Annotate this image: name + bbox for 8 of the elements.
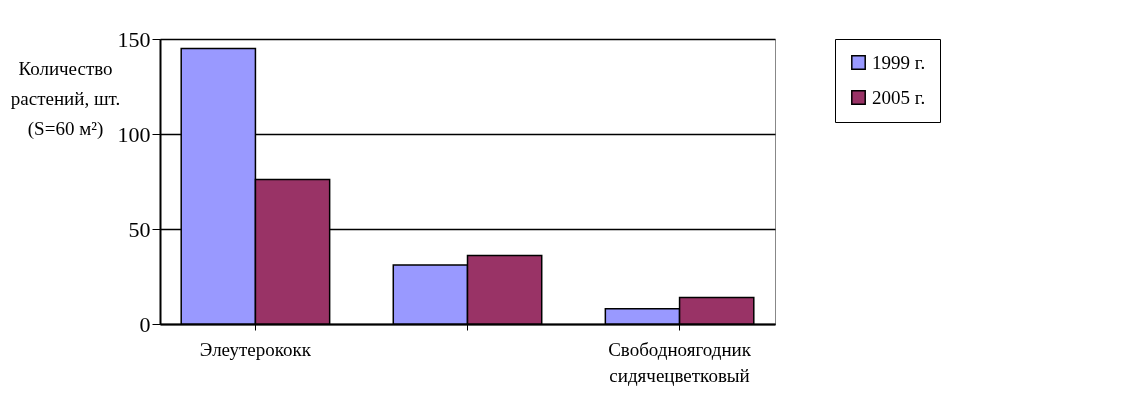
y-tick-label: 100 (117, 121, 151, 147)
y-tick-label: 50 (128, 216, 151, 242)
y-tick-label: 0 (139, 311, 151, 337)
legend-label: 1999 г. (872, 51, 926, 73)
legend-label: 2005 г. (872, 86, 926, 108)
y-tick-label: 150 (117, 26, 151, 52)
x-tick-label: Свободноягодник сидячецветковый (608, 338, 752, 386)
x-tick-label: Элеутерококк (199, 338, 312, 360)
